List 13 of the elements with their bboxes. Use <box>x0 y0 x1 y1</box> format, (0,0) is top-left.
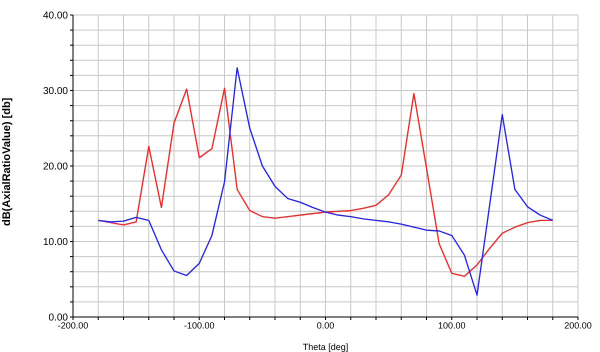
x-tick-label: 100.00 <box>438 320 466 330</box>
y-tick-label: 40.00 <box>42 10 68 22</box>
y-axis-title: dB(AxialRatioValue) [db] <box>0 97 13 226</box>
x-tick-label: -100.00 <box>184 320 215 330</box>
y-tick-label: 30.00 <box>42 86 68 98</box>
y-tick-label: 10.00 <box>42 237 68 248</box>
line-series <box>98 67 554 296</box>
line-series <box>98 88 554 277</box>
x-tick-label: -200.00 <box>58 320 88 330</box>
x-tick-label: 200.00 <box>564 320 592 330</box>
x-axis-title: Theta [deg] <box>302 342 348 352</box>
y-tick-label: 20.00 <box>42 162 68 173</box>
x-tick-label: 0.00 <box>316 320 334 330</box>
